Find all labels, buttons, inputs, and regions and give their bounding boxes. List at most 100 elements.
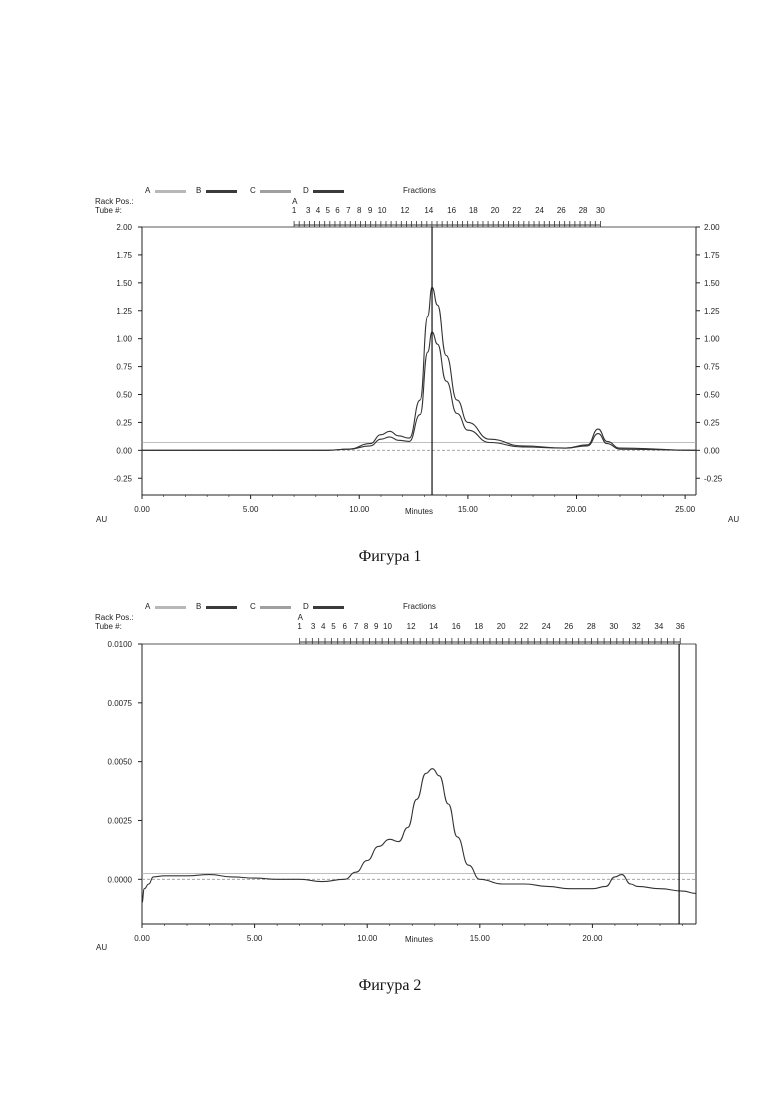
fraction-label: 7 xyxy=(346,206,351,215)
x-tick-label: 10.00 xyxy=(357,934,378,943)
x-tick-label: 5.00 xyxy=(243,505,259,514)
fraction-label: 1 xyxy=(297,622,302,631)
fraction-label: 16 xyxy=(452,622,461,631)
x-tick-label: 0.00 xyxy=(134,505,150,514)
fraction-label: 4 xyxy=(321,622,326,631)
figure-2-caption: Фигура 2 xyxy=(0,977,780,995)
x-axis-label: Minutes xyxy=(405,935,433,944)
y-unit-right: AU xyxy=(728,515,739,524)
x-axis-label: Minutes xyxy=(405,507,433,516)
fraction-label: 22 xyxy=(512,206,521,215)
fraction-label: 12 xyxy=(400,206,409,215)
y-tick-label-right: 0.25 xyxy=(704,418,720,427)
fraction-label: 6 xyxy=(335,206,340,215)
series-line-2 xyxy=(142,332,696,450)
y-tick-label-right: 1.50 xyxy=(704,279,720,288)
legend-swatch-b xyxy=(206,190,237,193)
fraction-label: 9 xyxy=(374,622,379,631)
fraction-label: 3 xyxy=(306,206,311,215)
figure-2-chart: ABCDFractionsRack Pos.:Tube #:A134567891… xyxy=(0,592,780,967)
fraction-label: 18 xyxy=(474,622,483,631)
fraction-label: 34 xyxy=(654,622,663,631)
figure-1-caption: Фигура 1 xyxy=(0,548,780,566)
y-tick-label: 0.50 xyxy=(116,391,132,400)
y-tick-label-right: -0.25 xyxy=(704,474,723,483)
fraction-label: 30 xyxy=(609,622,618,631)
fraction-label: 20 xyxy=(491,206,500,215)
series-line-1 xyxy=(142,769,696,903)
fraction-label: 14 xyxy=(429,622,438,631)
legend-swatch-a xyxy=(155,190,186,193)
legend-swatch-c xyxy=(260,190,291,193)
y-tick-label-right: 1.25 xyxy=(704,307,720,316)
rack-letter: A xyxy=(292,197,298,206)
fraction-label: 36 xyxy=(676,622,685,631)
y-tick-label: 0.0050 xyxy=(108,758,133,767)
legend-label-b: B xyxy=(196,602,201,611)
y-tick-label: 0.0025 xyxy=(108,816,133,825)
fraction-label: 8 xyxy=(357,206,362,215)
y-unit-left: AU xyxy=(96,515,107,524)
x-tick-label: 25.00 xyxy=(675,505,696,514)
legend-label-a: A xyxy=(145,186,151,195)
legend-label-a: A xyxy=(145,602,151,611)
fraction-label: 3 xyxy=(311,622,316,631)
x-tick-label: 5.00 xyxy=(247,934,263,943)
y-tick-label: 0.0075 xyxy=(108,699,133,708)
x-tick-label: 15.00 xyxy=(470,934,491,943)
y-tick-label-right: 2.00 xyxy=(704,223,720,232)
figure-1-chart: ABCDFractionsRack Pos.:Tube #:A134567891… xyxy=(0,175,780,535)
y-tick-label-right: 0.75 xyxy=(704,363,720,372)
rack-pos-label: Rack Pos.: xyxy=(95,613,134,622)
y-tick-label-right: 1.75 xyxy=(704,251,720,260)
y-tick-label-right: 0.00 xyxy=(704,446,720,455)
legend-label-c: C xyxy=(250,186,256,195)
y-tick-label: 0.0000 xyxy=(108,875,133,884)
fraction-label: 20 xyxy=(497,622,506,631)
fraction-label: 5 xyxy=(331,622,336,631)
fraction-label: 10 xyxy=(378,206,387,215)
y-tick-label-right: 1.00 xyxy=(704,335,720,344)
legend-label-b: B xyxy=(196,186,201,195)
fraction-label: 14 xyxy=(424,206,433,215)
legend-swatch-b xyxy=(206,606,237,609)
fraction-label: 26 xyxy=(557,206,566,215)
y-tick-label: 1.50 xyxy=(116,279,132,288)
legend-swatch-d xyxy=(313,190,344,193)
legend-swatch-d xyxy=(313,606,344,609)
y-tick-label-right: 0.50 xyxy=(704,391,720,400)
fraction-label: 24 xyxy=(535,206,544,215)
fraction-label: 1 xyxy=(292,206,297,215)
fraction-label: 16 xyxy=(447,206,456,215)
series-line-1 xyxy=(142,287,696,450)
fraction-label: 26 xyxy=(564,622,573,631)
fraction-label: 28 xyxy=(579,206,588,215)
fraction-label: 24 xyxy=(542,622,551,631)
x-tick-label: 15.00 xyxy=(458,505,479,514)
fraction-label: 4 xyxy=(316,206,321,215)
tube-label: Tube #: xyxy=(95,622,122,631)
x-tick-label: 20.00 xyxy=(582,934,603,943)
y-tick-label: 1.25 xyxy=(116,307,132,316)
rack-pos-label: Rack Pos.: xyxy=(95,197,134,206)
x-tick-label: 20.00 xyxy=(566,505,587,514)
fraction-label: 5 xyxy=(326,206,331,215)
y-tick-label: 0.00 xyxy=(116,446,132,455)
y-tick-label: 0.75 xyxy=(116,363,132,372)
fraction-label: 7 xyxy=(354,622,359,631)
fraction-label: 18 xyxy=(469,206,478,215)
fraction-label: 8 xyxy=(364,622,369,631)
fraction-label: 32 xyxy=(632,622,641,631)
fraction-label: 9 xyxy=(368,206,373,215)
fractions-label: Fractions xyxy=(403,602,436,611)
fraction-label: 12 xyxy=(407,622,416,631)
rack-letter: A xyxy=(298,613,304,622)
y-tick-label: 2.00 xyxy=(116,223,132,232)
x-tick-label: 10.00 xyxy=(349,505,370,514)
tube-label: Tube #: xyxy=(95,206,122,215)
y-tick-label: 1.00 xyxy=(116,335,132,344)
legend-label-d: D xyxy=(303,186,309,195)
fraction-label: 28 xyxy=(587,622,596,631)
figure-1-panel: ABCDFractionsRack Pos.:Tube #:A134567891… xyxy=(0,175,780,535)
fraction-label: 6 xyxy=(342,622,347,631)
